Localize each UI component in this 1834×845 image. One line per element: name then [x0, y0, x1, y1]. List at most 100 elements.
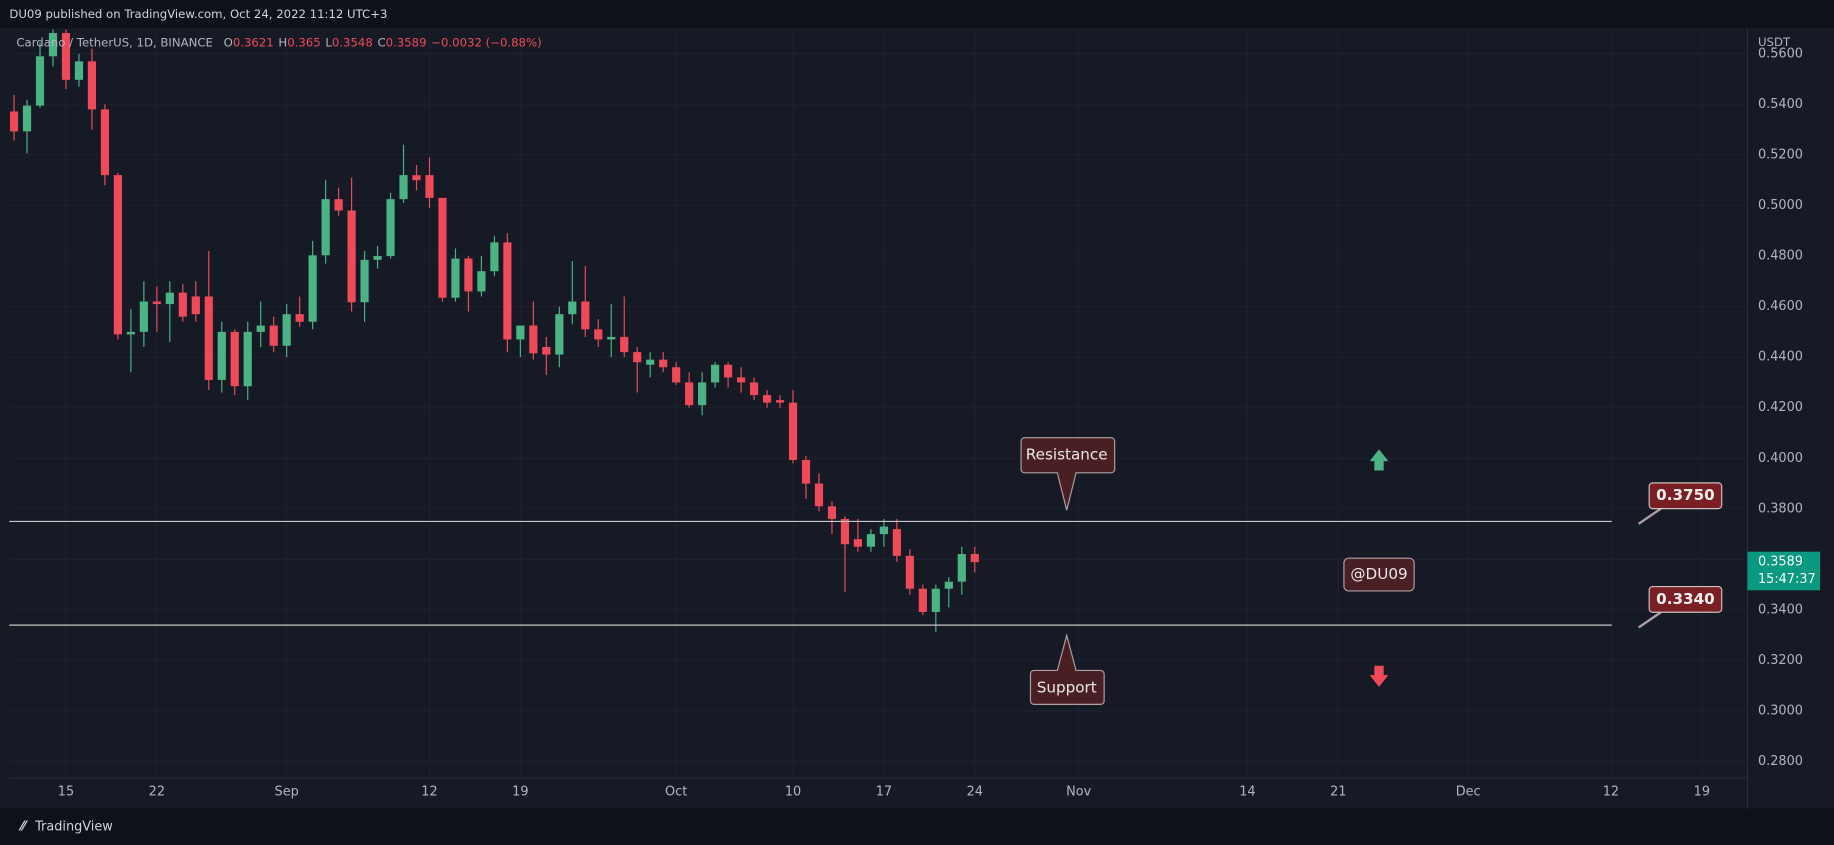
y-tick-label: 0.4600 — [1758, 299, 1803, 314]
x-tick-label: 14 — [1239, 785, 1255, 800]
candle-body — [775, 400, 785, 403]
x-tick-label: Nov — [1066, 785, 1091, 800]
candle-body — [22, 105, 32, 132]
candle-body — [788, 402, 798, 461]
x-tick-label: 17 — [876, 785, 892, 800]
level-label: 0.3750 — [1656, 486, 1715, 504]
candle-body — [126, 331, 135, 335]
candle-body — [711, 364, 720, 383]
axis-unit: USDT — [1758, 35, 1791, 49]
candle-body — [347, 210, 356, 303]
candle-body — [308, 255, 317, 322]
x-tick-label: 19 — [1694, 785, 1710, 800]
candle-body — [892, 529, 901, 556]
x-tick-label: Sep — [275, 785, 299, 800]
y-tick-label: 0.5200 — [1758, 147, 1803, 162]
candle-body — [321, 199, 330, 256]
candle-body — [373, 256, 382, 260]
candle-body — [866, 534, 876, 547]
candle-body — [503, 242, 512, 340]
price-tag — [1747, 551, 1820, 591]
watermark-box — [1343, 557, 1415, 592]
ohlc-key: O — [224, 35, 233, 49]
y-tick-label: 0.5600 — [1758, 46, 1803, 61]
footer-text: TradingView — [34, 820, 113, 835]
y-tick-label: 0.2800 — [1758, 754, 1803, 769]
candle-body — [113, 175, 122, 335]
candle-body — [282, 314, 291, 346]
plot — [9, 29, 1748, 779]
x-tick-label: 15 — [58, 785, 74, 800]
candle-body — [464, 258, 473, 292]
header-bar — [0, 0, 1834, 29]
level-pointer — [1638, 507, 1662, 525]
symbol: Cardano / TetherUS, 1D, BINANCE — [16, 35, 213, 49]
candle-body — [659, 359, 668, 368]
x-tick-label: 12 — [1603, 785, 1619, 800]
candle-body — [61, 33, 71, 80]
candle-body — [386, 199, 395, 257]
candle-body — [879, 526, 888, 535]
y-tick-label: 0.3000 — [1758, 704, 1803, 719]
candle-body — [970, 554, 979, 563]
y-tick-label: 0.5000 — [1758, 198, 1803, 213]
candle-body — [74, 61, 84, 80]
candle-body — [698, 382, 707, 406]
candle-body — [139, 301, 148, 332]
candle-body — [178, 292, 187, 317]
candle-body — [477, 271, 486, 292]
candle-body — [581, 301, 590, 330]
y-tick-label: 0.3800 — [1758, 501, 1803, 516]
y-tick-label: 0.4200 — [1758, 400, 1803, 415]
y-tick-label: 0.3400 — [1758, 602, 1803, 617]
candle-body — [736, 377, 746, 383]
candle-body — [633, 352, 642, 363]
x-tick-label: 10 — [785, 785, 801, 800]
candle-body — [814, 483, 824, 507]
price-tag-countdown: 15:47:37 — [1758, 572, 1816, 587]
candle-body — [529, 325, 538, 354]
y-tick-label: 0.4000 — [1758, 451, 1803, 466]
callout-box — [1020, 437, 1116, 511]
candle-body — [399, 175, 408, 200]
footer-bar — [0, 808, 1834, 845]
support-label: Support — [1037, 679, 1097, 697]
ohlc-key: L — [325, 35, 332, 49]
x-tick-label: 21 — [1330, 785, 1346, 800]
candle-body — [840, 518, 850, 545]
candle-body — [555, 314, 564, 355]
candle-body — [230, 331, 239, 387]
callout-box — [1029, 633, 1105, 705]
x-tick-label: 12 — [421, 785, 437, 800]
footer-logo: ⁄⁄ — [18, 820, 28, 835]
level-box — [1648, 585, 1723, 613]
level-box — [1648, 482, 1723, 510]
resistance-label: Resistance — [1026, 446, 1108, 464]
candle-body — [931, 588, 940, 612]
candle-body — [438, 197, 447, 298]
legend: Cardano / TetherUS, 1D, BINANCE O0.3621 H… — [16, 35, 541, 49]
up-arrow — [1369, 449, 1389, 471]
candle-body — [100, 109, 110, 176]
header-text: DU09 published on TradingView.com, Oct 2… — [9, 7, 387, 21]
candle-body — [749, 382, 759, 396]
candle-body — [685, 382, 694, 406]
candle-body — [9, 111, 19, 132]
level-label: 0.3340 — [1656, 590, 1715, 608]
candle-body — [905, 555, 914, 589]
y-tick-label: 0.4400 — [1758, 350, 1803, 365]
watermark: @DU09 — [1350, 565, 1407, 583]
ohlc-value: 0.3548 — [332, 35, 373, 49]
ohlc-key: C — [377, 35, 385, 49]
change: −0.0032 (−0.88%) — [431, 35, 541, 49]
candle-body — [827, 506, 837, 519]
candle-body — [451, 258, 460, 298]
candle-body — [672, 367, 681, 383]
down-arrow — [1369, 665, 1389, 687]
candle-body — [646, 359, 655, 365]
candle-body — [191, 296, 200, 315]
candle-body — [360, 259, 369, 303]
candle-body — [48, 33, 58, 57]
candle-body — [204, 296, 213, 380]
